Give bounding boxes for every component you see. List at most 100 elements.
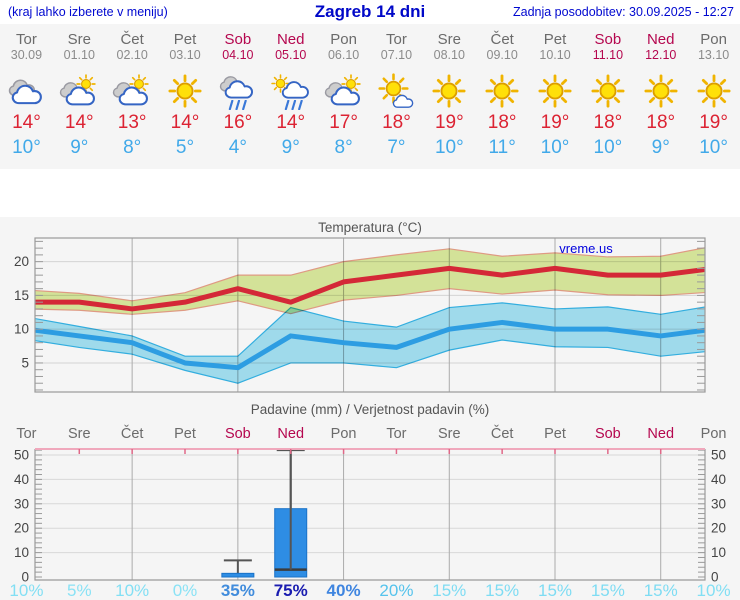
rain-icon [211, 73, 264, 111]
svg-text:5: 5 [21, 355, 29, 370]
svg-text:10: 10 [14, 322, 29, 337]
day-column[interactable]: Sob 04.10 16° 4° [211, 24, 264, 169]
precip-probability: 15% [644, 581, 678, 600]
precip-probability: 0% [173, 581, 198, 600]
svg-text:0: 0 [711, 570, 719, 585]
day-high-temp: 18° [593, 112, 623, 133]
day-low-temp: 10° [699, 137, 728, 158]
sunny-icon [476, 73, 529, 111]
day-high-temp: 14° [276, 112, 306, 133]
day-high-temp: 14° [12, 112, 41, 133]
day-date: 11.10 [592, 48, 624, 62]
day-date: 30.09 [10, 48, 43, 62]
day-low-temp: 9° [281, 137, 300, 158]
page-title: Zagreb 14 dni [314, 2, 426, 21]
day-low-temp: 8° [334, 137, 353, 158]
vreme-us-watermark[interactable]: vreme.us [559, 241, 613, 256]
day-date: 10.10 [539, 48, 571, 62]
precip-day-label: Pon [701, 426, 727, 442]
day-column[interactable]: Ned 05.10 14° 9° [264, 24, 317, 169]
day-column[interactable]: Tor 30.09 14° 10° [0, 24, 53, 169]
day-high-temp: 18° [487, 112, 517, 133]
day-date: 05.10 [275, 48, 307, 62]
svg-text:40: 40 [14, 472, 29, 487]
day-date: 08.10 [433, 48, 465, 62]
day-low-temp: 9° [70, 137, 89, 158]
header: (kraj lahko izberete v meniju) Zagreb 14… [0, 0, 740, 24]
sun-rain-icon [264, 73, 317, 111]
day-high-temp: 18° [646, 112, 676, 133]
min-temp-line [35, 319, 705, 371]
svg-text:50: 50 [14, 448, 29, 463]
day-column[interactable]: Čet 02.10 13° 8° [106, 24, 159, 169]
day-low-temp: 10° [540, 137, 570, 158]
day-high-temp: 14° [170, 112, 200, 133]
precip-probability: 35% [221, 581, 255, 600]
precip-day-label: Tor [386, 426, 406, 442]
day-name: Sre [67, 31, 91, 48]
charts-panel: Temperatura (°C) 5 10 15 20 vreme.us Padavine… [0, 217, 740, 600]
sunny-icon [529, 73, 582, 111]
svg-text:30: 30 [14, 496, 29, 511]
precip-chart-title: Padavine (mm) / Verjetnost padavin (%) [251, 402, 490, 417]
day-column[interactable]: Tor 07.10 18° 7° [370, 24, 423, 169]
day-column[interactable]: Pon 06.10 17° 8° [317, 24, 370, 169]
day-column[interactable]: Sre 01.10 14° 9° [53, 24, 106, 169]
day-strip: Tor 30.09 14° 10° Sre 01.10 14° 9° Čet 02.10 13° 8°… [0, 24, 740, 169]
day-low-temp: 10° [434, 137, 464, 158]
day-high-temp: 19° [699, 112, 728, 133]
day-name: Sob [594, 31, 622, 48]
day-column[interactable]: Čet 09.10 18° 11° [476, 24, 529, 169]
precip-day-label: Pon [331, 426, 357, 442]
precip-probability: 15% [432, 581, 466, 600]
day-name: Pet [173, 31, 197, 48]
day-name: Čet [120, 31, 144, 48]
precip-probability: 5% [67, 581, 92, 600]
day-column[interactable]: Pet 10.10 19° 10° [529, 24, 582, 169]
day-low-temp: 9° [651, 137, 670, 158]
precip-probability: 75% [274, 581, 308, 600]
day-high-temp: 13° [117, 112, 147, 133]
day-date: 06.10 [327, 48, 360, 62]
svg-text:20: 20 [14, 254, 29, 269]
precip-probability: 10% [115, 581, 149, 600]
precipitation-chart: Padavine (mm) / Verjetnost padavin (%) To… [9, 402, 730, 600]
sunny-icon [159, 73, 212, 111]
temp-chart-title: Temperatura (°C) [318, 220, 422, 235]
day-name: Čet [490, 31, 514, 48]
sunny-icon [687, 73, 740, 111]
sunny-icon [634, 73, 687, 111]
sunny-icon [581, 73, 634, 111]
precip-day-label: Sob [595, 426, 621, 442]
precip-day-label: Sre [68, 426, 91, 442]
svg-text:10: 10 [14, 545, 29, 560]
partly-cloudy-icon [53, 73, 106, 111]
day-low-temp: 11° [488, 137, 516, 158]
day-column[interactable]: Pet 03.10 14° 5° [159, 24, 212, 169]
day-date: 04.10 [222, 48, 254, 62]
day-column[interactable]: Sob 11.10 18° 10° [581, 24, 634, 169]
day-low-temp: 8° [123, 137, 142, 158]
max-temp-line [35, 265, 705, 312]
day-low-temp: 10° [593, 137, 623, 158]
day-low-temp: 4° [228, 137, 247, 158]
day-date: 03.10 [169, 48, 201, 62]
day-column[interactable]: Sre 08.10 19° 10° [423, 24, 476, 169]
precip-probability: 15% [485, 581, 519, 600]
day-name: Tor [16, 31, 37, 48]
day-name: Pon [330, 31, 357, 48]
svg-text:20: 20 [14, 521, 29, 536]
svg-text:40: 40 [711, 472, 726, 487]
partly-cloudy-icon [106, 73, 159, 111]
last-updated: Zadnja posodobitev: 30.09.2025 - 12:27 [512, 5, 734, 19]
day-name: Pon [700, 31, 727, 48]
day-high-temp: 19° [434, 112, 464, 133]
day-column[interactable]: Pon 13.10 19° 10° [687, 24, 740, 169]
day-high-temp: 17° [329, 112, 358, 133]
precip-probability: 40% [327, 581, 361, 600]
location-menu-hint: (kraj lahko izberete v meniju) [8, 5, 168, 19]
precip-bar [221, 572, 255, 578]
day-name: Ned [646, 31, 675, 48]
day-column[interactable]: Ned 12.10 18° 9° [634, 24, 687, 169]
